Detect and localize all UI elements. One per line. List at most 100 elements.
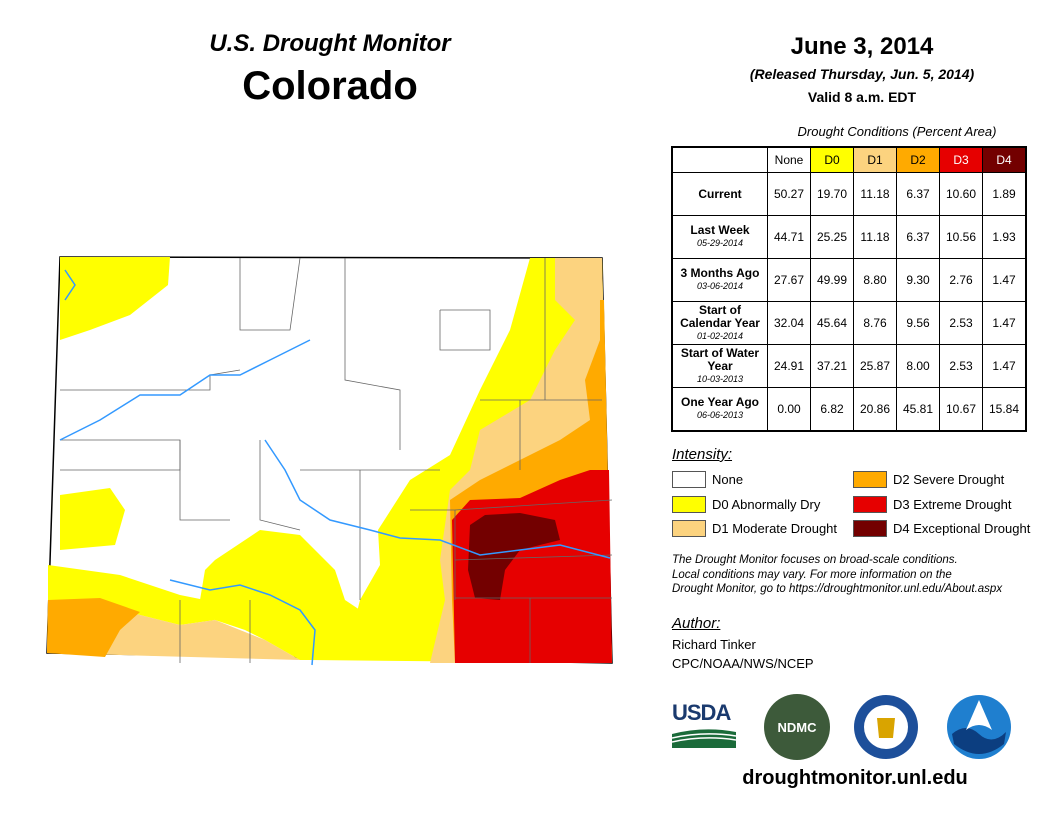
value-cell: 2.53 [939, 301, 983, 345]
row-label: Start of Water Year [680, 345, 760, 373]
value-cell: 10.56 [939, 215, 983, 259]
row-label: Last Week [690, 223, 750, 237]
row-date: 10-03-2013 [696, 373, 744, 384]
row-date: 01-02-2014 [696, 330, 744, 341]
value-cell: 32.04 [767, 301, 811, 345]
legend-swatch [853, 520, 887, 537]
legend-label: None [712, 472, 744, 487]
value-cell: 45.64 [810, 301, 854, 345]
legend-label: D3 Extreme Drought [893, 497, 1012, 512]
legend-label: D0 Abnormally Dry [712, 497, 821, 512]
usda-hills-icon [671, 729, 737, 748]
value-cell: 11.18 [853, 215, 897, 259]
value-cell: 6.82 [810, 387, 854, 432]
legend-item-d4: D4 Exceptional Drought [853, 520, 1030, 537]
river-north [64, 269, 76, 301]
river-colorado [59, 339, 311, 441]
row-header: Current [671, 172, 768, 216]
table-row: Start of Water Year 10-03-2013 24.91 37.21 2… [671, 344, 1027, 388]
row-label: Current [698, 186, 742, 201]
drought-conditions-table: None D0 D1 D2 D3 D4 Current 50.27 19.70 11.… [671, 146, 1027, 432]
legend-title: Intensity: [672, 446, 733, 463]
release-date: (Released Thursday, Jun. 5, 2014) [749, 66, 975, 82]
state-title: Colorado [242, 64, 418, 108]
row-header: Last Week 05-29-2014 [671, 215, 768, 259]
legend-swatch [672, 471, 706, 488]
value-cell: 25.25 [810, 215, 854, 259]
value-cell: 25.87 [853, 344, 897, 388]
note-line: Drought Monitor, go to https://droughtmo… [672, 583, 1003, 595]
legend-item-d0: D0 Abnormally Dry [672, 496, 820, 513]
county-lines [60, 257, 613, 663]
legend-item-d3: D3 Extreme Drought [853, 496, 1012, 513]
value-cell: 45.81 [896, 387, 940, 432]
valid-time: Valid 8 a.m. EDT [807, 89, 917, 105]
value-cell: 2.76 [939, 258, 983, 302]
col-header-d1: D1 [853, 146, 897, 173]
author-name: Richard Tinker [672, 637, 756, 652]
drought-areas [47, 257, 612, 663]
value-cell: 50.27 [767, 172, 811, 216]
col-header-d3: D3 [939, 146, 983, 173]
value-cell: 10.60 [939, 172, 983, 216]
value-cell: 27.67 [767, 258, 811, 302]
row-date: 06-06-2013 [696, 410, 744, 420]
value-cell: 37.21 [810, 344, 854, 388]
table-row: Start of Calendar Year 01-02-2014 32.04 45.… [671, 301, 1027, 345]
author-org: CPC/NOAA/NWS/NCEP [672, 656, 814, 671]
value-cell: 6.37 [896, 215, 940, 259]
value-cell: 44.71 [767, 215, 811, 259]
table-row: Current 50.27 19.70 11.18 6.37 10.60 1.89 [671, 172, 1027, 216]
legend-swatch [853, 471, 887, 488]
value-cell: 1.47 [982, 344, 1027, 388]
area-d4-southeast [468, 513, 560, 600]
area-d0-northwest [60, 257, 170, 340]
author-label: Author: [672, 615, 721, 632]
table-row: One Year Ago 06-06-2013 0.00 6.82 20.86 45.81… [671, 387, 1027, 432]
disclaimer-note: The Drought Monitor focuses on broad-sca… [672, 553, 1052, 597]
value-cell: 11.18 [853, 172, 897, 216]
row-header: 3 Months Ago 03-06-2014 [671, 258, 768, 302]
area-d0-southwest [48, 565, 215, 625]
ndmc-logo-text: NDMC [777, 719, 817, 735]
table-caption: Drought Conditions (Percent Area) [797, 124, 997, 139]
table-row: 3 Months Ago 03-06-2014 27.67 49.99 8.80 9.30… [671, 258, 1027, 302]
legend-item-d2: D2 Severe Drought [853, 471, 1004, 488]
row-header: Start of Calendar Year 01-02-2014 [671, 301, 768, 345]
legend-label: D2 Severe Drought [893, 472, 1005, 487]
value-cell: 6.37 [896, 172, 940, 216]
row-date: 03-06-2014 [696, 281, 744, 291]
value-cell: 1.89 [982, 172, 1027, 216]
rivers [59, 269, 611, 666]
area-d0-south [200, 530, 360, 660]
river-arkansas [264, 439, 611, 559]
col-header-d2: D2 [896, 146, 940, 173]
row-header: One Year Ago 06-06-2013 [671, 387, 768, 432]
series-title: U.S. Drought Monitor [209, 30, 451, 57]
value-cell: 1.93 [982, 215, 1027, 259]
value-cell: 24.91 [767, 344, 811, 388]
row-label: One Year Ago [680, 395, 760, 409]
row-label: Start of Calendar Year [680, 302, 760, 330]
commerce-seal-icon [854, 695, 918, 759]
legend-label: D1 Moderate Drought [712, 521, 838, 536]
value-cell: 8.00 [896, 344, 940, 388]
row-header: Start of Water Year 10-03-2013 [671, 344, 768, 388]
value-cell: 1.47 [982, 301, 1027, 345]
col-header-d4: D4 [982, 146, 1027, 173]
header-row: None D0 D1 D2 D3 D4 [672, 146, 1027, 173]
value-cell: 0.00 [767, 387, 811, 432]
corner-cell [672, 147, 768, 173]
legend-swatch [672, 520, 706, 537]
value-cell: 15.84 [982, 387, 1027, 432]
value-cell: 1.47 [982, 258, 1027, 302]
value-cell: 2.53 [939, 344, 983, 388]
legend-swatch [672, 496, 706, 513]
value-cell: 8.76 [853, 301, 897, 345]
legend-swatch [853, 496, 887, 513]
note-line: Local conditions may vary. For more info… [672, 568, 952, 581]
value-cell: 10.67 [939, 387, 983, 432]
value-cell: 19.70 [810, 172, 854, 216]
footer-url[interactable]: droughtmonitor.unl.edu [742, 767, 968, 789]
table-row: Last Week 05-29-2014 44.71 25.25 11.18 6.37 10… [671, 215, 1027, 259]
